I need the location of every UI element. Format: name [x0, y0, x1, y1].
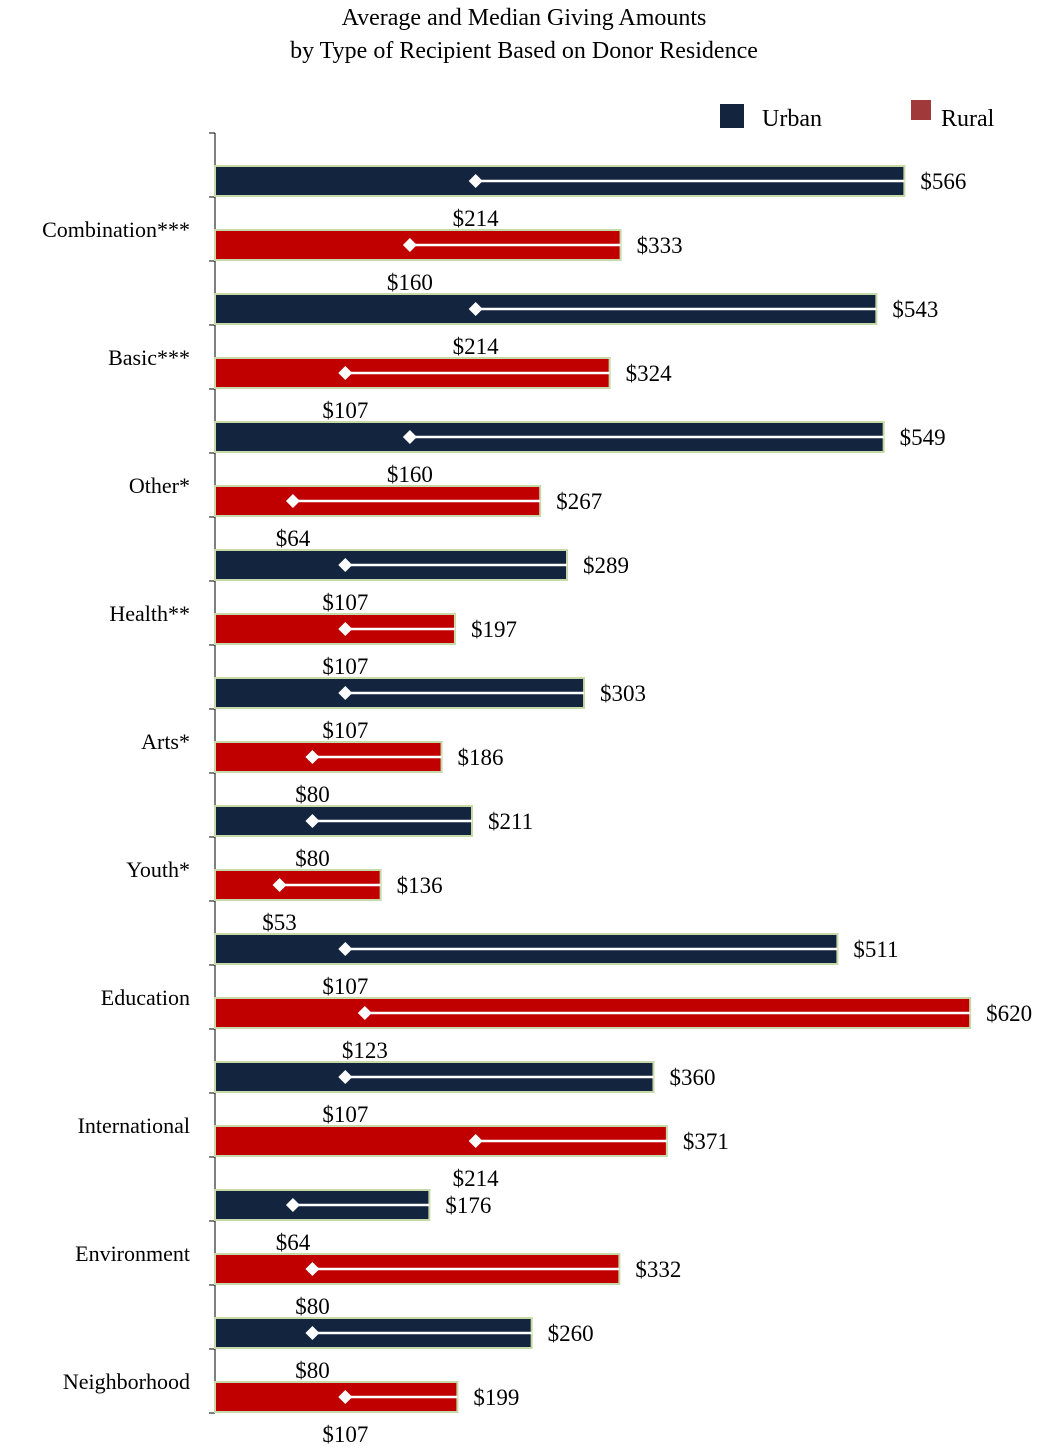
median-label-rural-health: $107 — [322, 654, 368, 679]
median-label-rural-international: $214 — [453, 1166, 500, 1191]
median-marker-rural-basic — [338, 366, 353, 380]
category-label-arts: Arts* — [141, 729, 190, 754]
value-label-urban-international: $360 — [669, 1065, 715, 1090]
legend-swatch-urban — [720, 104, 744, 128]
median-marker-urban-arts — [338, 686, 353, 700]
value-label-urban-other: $549 — [900, 425, 946, 450]
median-marker-urban-health — [338, 558, 353, 572]
median-label-rural-neighborhood: $107 — [322, 1422, 368, 1447]
value-label-rural-other: $267 — [556, 489, 602, 514]
category-label-combination: Combination*** — [42, 217, 190, 242]
value-label-urban-arts: $303 — [600, 681, 646, 706]
median-label-rural-arts: $80 — [295, 782, 330, 807]
value-label-rural-combination: $333 — [637, 233, 683, 258]
value-label-urban-environment: $176 — [445, 1193, 491, 1218]
median-marker-rural-health — [338, 622, 353, 636]
median-label-rural-environment: $80 — [295, 1294, 330, 1319]
median-marker-urban-environment — [285, 1198, 300, 1212]
value-label-urban-health: $289 — [583, 553, 629, 578]
category-label-other: Other* — [129, 473, 190, 498]
median-marker-rural-international — [468, 1134, 483, 1148]
category-label-international: International — [78, 1113, 190, 1138]
value-label-urban-neighborhood: $260 — [548, 1321, 594, 1346]
median-label-rural-youth: $53 — [262, 910, 297, 935]
chart-title-line-1: Average and Median Giving Amounts — [342, 5, 707, 31]
value-label-urban-education: $511 — [853, 937, 898, 962]
value-label-urban-basic: $543 — [892, 297, 938, 322]
median-marker-urban-youth — [305, 814, 320, 828]
labels: Combination*** $566 $214 $333 $160 Basic*** $5… — [42, 169, 1032, 1447]
category-label-education: Education — [101, 985, 190, 1010]
median-label-urban-other: $160 — [387, 462, 433, 487]
median-marker-urban-education — [338, 942, 353, 956]
legend-swatch-rural — [911, 100, 931, 120]
value-label-rural-health: $197 — [471, 617, 517, 642]
value-label-rural-environment: $332 — [635, 1257, 681, 1282]
value-label-rural-education: $620 — [986, 1001, 1032, 1026]
median-label-urban-youth: $80 — [295, 846, 330, 871]
legend-label-urban: Urban — [762, 106, 822, 132]
legend: Urban Rural — [720, 100, 995, 132]
median-marker-rural-youth — [272, 878, 287, 892]
value-label-rural-neighborhood: $199 — [473, 1385, 519, 1410]
median-label-rural-combination: $160 — [387, 270, 433, 295]
median-label-urban-environment: $64 — [276, 1230, 311, 1255]
median-marker-rural-environment — [305, 1262, 320, 1276]
median-marker-rural-education — [357, 1006, 372, 1020]
median-label-urban-neighborhood: $80 — [295, 1358, 330, 1383]
median-label-rural-other: $64 — [276, 526, 311, 551]
median-marker-urban-neighborhood — [305, 1326, 320, 1340]
value-label-rural-basic: $324 — [626, 361, 673, 386]
median-marker-rural-combination — [402, 238, 417, 252]
value-label-urban-youth: $211 — [488, 809, 533, 834]
chart-title-line-2: by Type of Recipient Based on Donor Resi… — [290, 38, 758, 64]
category-label-neighborhood: Neighborhood — [63, 1369, 190, 1394]
category-label-environment: Environment — [75, 1241, 190, 1266]
median-marker-urban-other — [402, 430, 417, 444]
category-label-youth: Youth* — [126, 857, 190, 882]
legend-label-rural: Rural — [941, 106, 995, 132]
median-label-rural-basic: $107 — [322, 398, 368, 423]
median-label-urban-health: $107 — [322, 590, 368, 615]
median-label-urban-international: $107 — [322, 1102, 368, 1127]
median-marker-rural-arts — [305, 750, 320, 764]
median-label-urban-education: $107 — [322, 974, 368, 999]
median-marker-urban-basic — [468, 302, 483, 316]
category-label-health: Health** — [109, 601, 190, 626]
median-label-rural-education: $123 — [342, 1038, 388, 1063]
median-marker-urban-international — [338, 1070, 353, 1084]
value-label-rural-youth: $136 — [397, 873, 443, 898]
value-label-rural-international: $371 — [683, 1129, 729, 1154]
median-marker-rural-neighborhood — [338, 1390, 353, 1404]
median-label-urban-arts: $107 — [322, 718, 368, 743]
median-marker-urban-combination — [468, 174, 483, 188]
value-label-urban-combination: $566 — [920, 169, 966, 194]
value-label-rural-arts: $186 — [458, 745, 504, 770]
category-label-basic: Basic*** — [108, 345, 190, 370]
median-label-urban-basic: $214 — [453, 334, 500, 359]
bars — [214, 165, 972, 1413]
median-marker-rural-other — [285, 494, 300, 508]
median-label-urban-combination: $214 — [453, 206, 500, 231]
